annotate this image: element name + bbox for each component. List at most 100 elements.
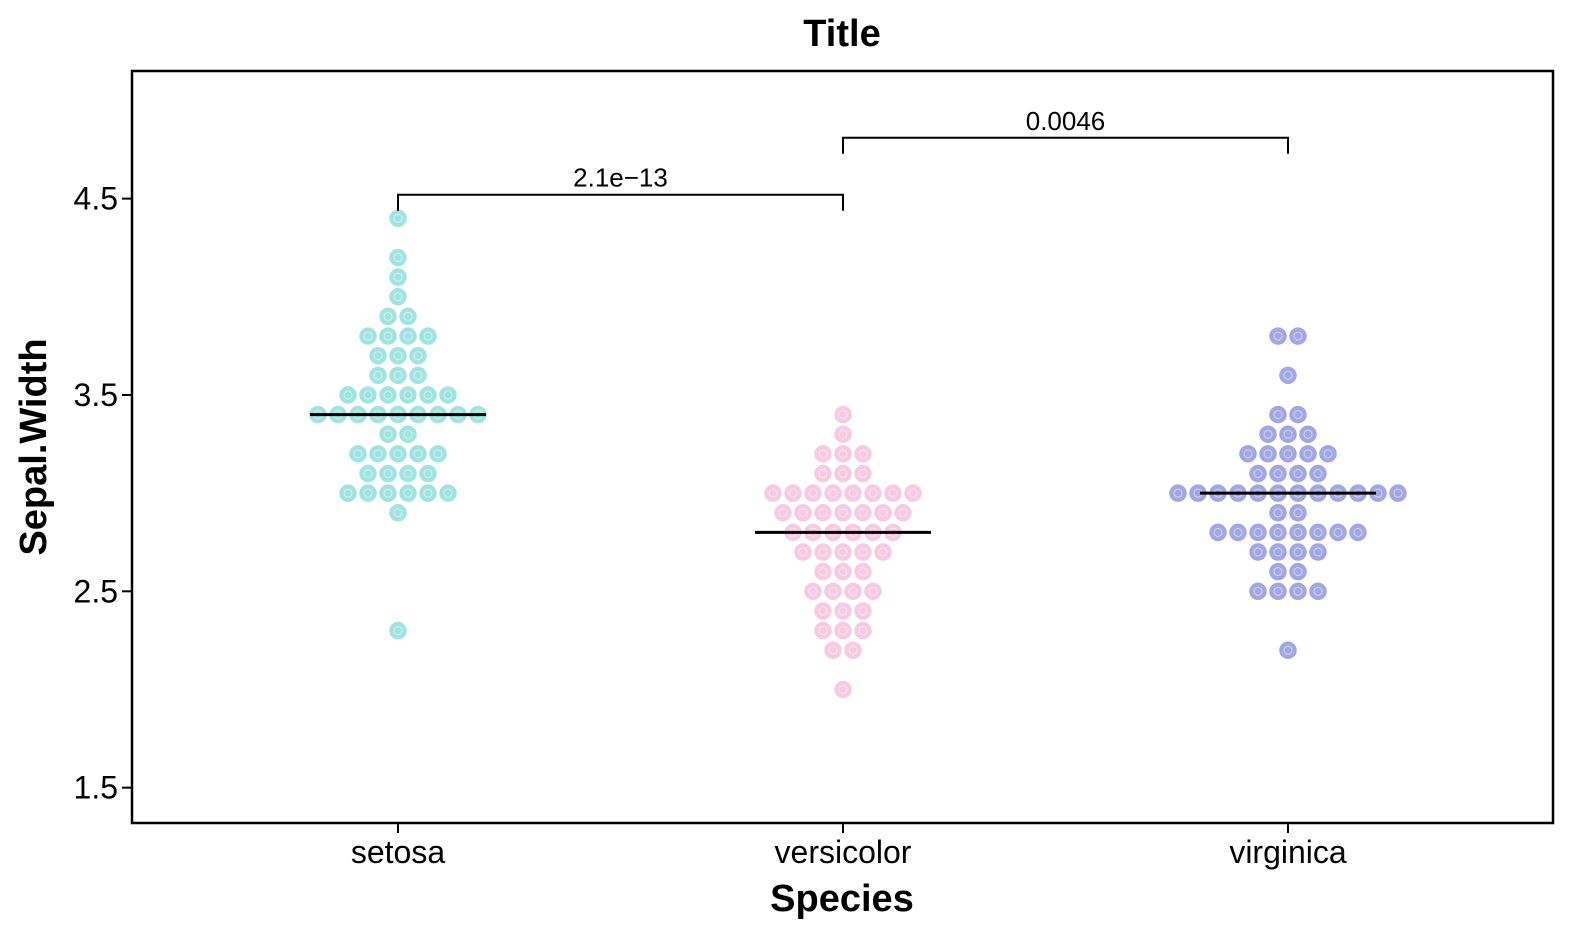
dot-virginica xyxy=(1279,641,1297,659)
dot-highlight-setosa xyxy=(343,488,353,498)
dot-highlight-versicolor xyxy=(818,567,828,577)
dot-highlight-setosa xyxy=(363,469,373,479)
dot-setosa xyxy=(399,307,417,326)
dot-virginica xyxy=(1169,484,1187,502)
dot-highlight-virginica xyxy=(1293,547,1303,557)
dot-versicolor xyxy=(814,504,832,522)
dot-versicolor xyxy=(834,504,852,522)
dot-highlight-virginica xyxy=(1313,586,1323,596)
dot-versicolor xyxy=(824,484,842,502)
dot-highlight-versicolor xyxy=(798,508,808,518)
dot-highlight-versicolor xyxy=(838,547,848,557)
dot-highlight-virginica xyxy=(1273,469,1283,479)
dot-highlight-versicolor xyxy=(908,488,918,498)
dot-highlight-versicolor xyxy=(788,488,798,498)
dot-highlight-versicolor xyxy=(838,410,848,420)
dot-versicolor xyxy=(904,484,922,502)
dot-highlight-virginica xyxy=(1283,370,1293,380)
dot-highlight-setosa xyxy=(433,449,443,459)
dot-versicolor xyxy=(804,582,822,601)
dot-highlight-setosa xyxy=(393,253,403,263)
medians-layer xyxy=(310,413,1376,534)
dot-highlight-virginica xyxy=(1313,469,1323,479)
dot-highlight-setosa xyxy=(393,213,403,223)
dot-versicolor xyxy=(804,484,822,502)
dot-highlight-setosa xyxy=(363,390,373,400)
dot-setosa xyxy=(389,209,407,228)
dot-setosa xyxy=(359,464,377,483)
dot-virginica xyxy=(1259,445,1277,463)
dot-highlight-versicolor xyxy=(858,567,868,577)
dot-setosa xyxy=(379,386,397,404)
dot-highlight-versicolor xyxy=(848,488,858,498)
dot-highlight-versicolor xyxy=(768,488,778,498)
x-axis-title: Species xyxy=(770,878,914,920)
dot-virginica xyxy=(1289,523,1307,542)
dot-virginica xyxy=(1279,445,1297,463)
dot-highlight-virginica xyxy=(1273,527,1283,537)
dot-highlight-virginica xyxy=(1273,410,1283,420)
dot-highlight-virginica xyxy=(1293,586,1303,596)
dot-versicolor xyxy=(854,562,872,581)
dot-highlight-versicolor xyxy=(828,586,838,596)
dot-setosa xyxy=(439,484,457,502)
dot-virginica xyxy=(1289,582,1307,601)
dot-virginica xyxy=(1289,562,1307,581)
dot-highlight-virginica xyxy=(1303,429,1313,439)
dot-highlight-setosa xyxy=(423,331,433,341)
y-tick-label: 1.5 xyxy=(74,770,118,806)
dot-highlight-setosa xyxy=(423,469,433,479)
dot-highlight-virginica xyxy=(1273,547,1283,557)
dot-highlight-versicolor xyxy=(838,606,848,616)
dot-virginica xyxy=(1309,582,1327,601)
dot-virginica xyxy=(1249,582,1267,601)
dot-highlight-versicolor xyxy=(778,508,788,518)
dot-setosa xyxy=(439,386,457,404)
dot-versicolor xyxy=(814,445,832,463)
dot-highlight-versicolor xyxy=(858,449,868,459)
dot-versicolor xyxy=(854,445,872,463)
dot-versicolor xyxy=(854,464,872,483)
dot-virginica xyxy=(1309,464,1327,483)
dot-versicolor xyxy=(774,504,792,522)
dots-layer xyxy=(309,209,1407,699)
chart-title: Title xyxy=(803,13,880,55)
dot-highlight-versicolor xyxy=(808,488,818,498)
dot-highlight-versicolor xyxy=(858,469,868,479)
dot-setosa xyxy=(379,464,397,483)
dot-highlight-virginica xyxy=(1253,586,1263,596)
dot-versicolor xyxy=(794,504,812,522)
dot-virginica xyxy=(1239,445,1257,463)
dot-setosa xyxy=(339,484,357,502)
dot-setosa xyxy=(389,621,407,640)
dot-versicolor xyxy=(814,602,832,620)
dot-setosa xyxy=(369,366,387,385)
dot-highlight-setosa xyxy=(383,469,393,479)
p-value-label: 0.0046 xyxy=(1026,106,1106,136)
dot-setosa xyxy=(389,445,407,463)
dot-highlight-versicolor xyxy=(858,508,868,518)
x-tick-label-setosa: setosa xyxy=(351,834,445,870)
dot-setosa xyxy=(419,386,437,404)
dot-versicolor xyxy=(854,504,872,522)
dot-highlight-versicolor xyxy=(798,547,808,557)
dot-highlight-setosa xyxy=(383,331,393,341)
dot-setosa xyxy=(379,425,397,443)
dot-highlight-virginica xyxy=(1283,449,1293,459)
dot-setosa xyxy=(349,445,367,463)
dot-highlight-versicolor xyxy=(858,547,868,557)
dot-versicolor xyxy=(894,504,912,522)
dot-virginica xyxy=(1269,464,1287,483)
dot-virginica xyxy=(1319,445,1337,463)
dot-highlight-virginica xyxy=(1233,527,1243,537)
dot-versicolor xyxy=(834,602,852,620)
dot-highlight-versicolor xyxy=(818,469,828,479)
dot-setosa xyxy=(419,484,437,502)
dot-highlight-setosa xyxy=(393,292,403,302)
dot-virginica xyxy=(1289,464,1307,483)
dot-highlight-virginica xyxy=(1323,449,1333,459)
dot-highlight-virginica xyxy=(1353,527,1363,537)
dot-setosa xyxy=(419,327,437,345)
dot-setosa xyxy=(359,327,377,345)
dot-highlight-virginica xyxy=(1273,586,1283,596)
